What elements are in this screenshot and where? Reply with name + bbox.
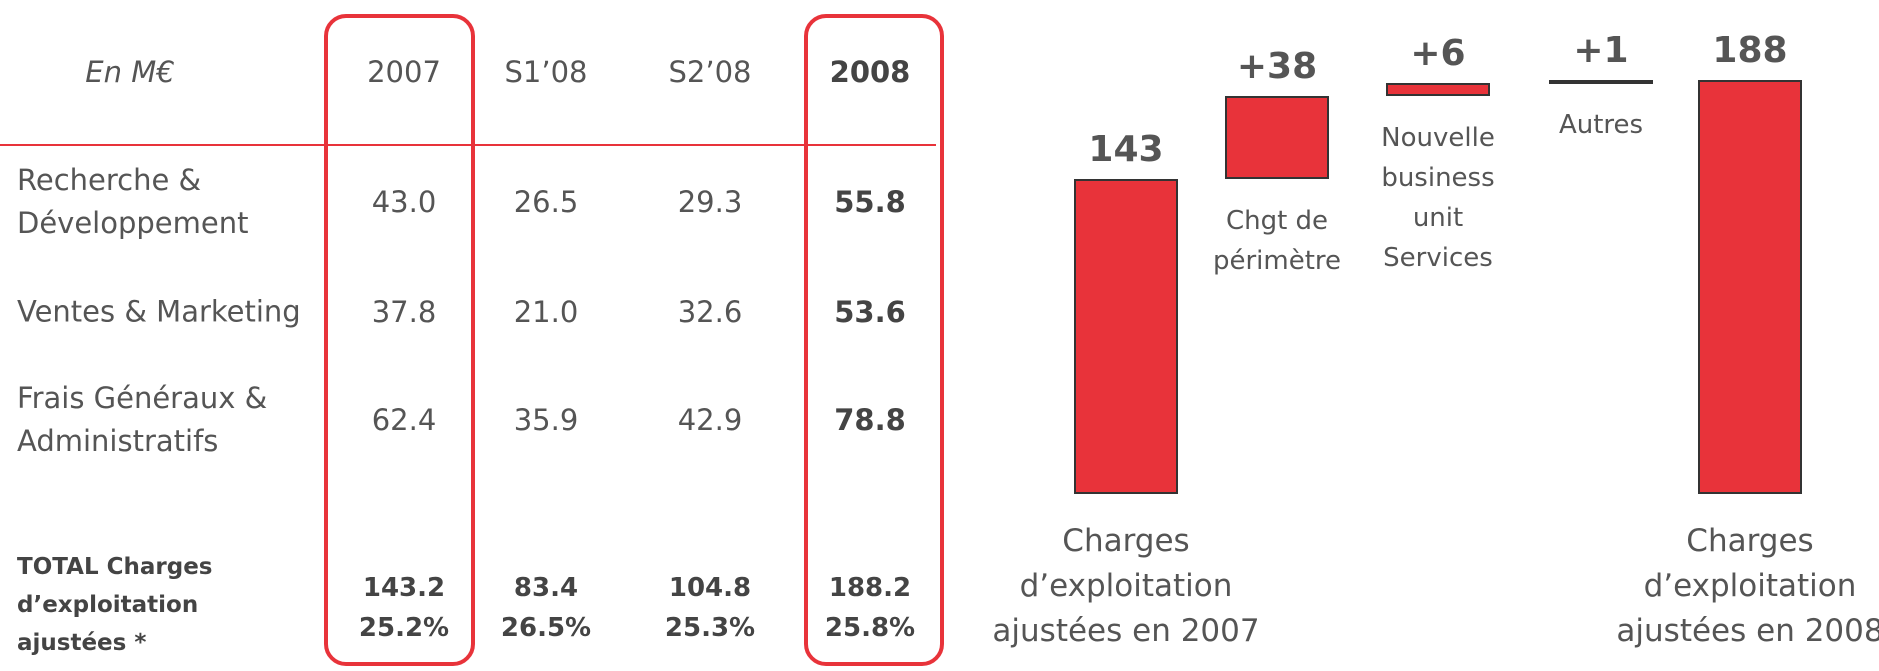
category-label: Charges d’exploitation ajustées en 2007: [992, 523, 1260, 649]
total-rate: 25.8%: [824, 613, 916, 643]
cell-value: 21.0: [513, 295, 579, 329]
total-rate: 25.3%: [664, 613, 756, 643]
cell-value: 62.4: [371, 403, 437, 437]
value-label: 188: [1712, 30, 1788, 72]
highlight-2008: [804, 14, 944, 666]
category-label: Nouvelle business unit Services: [1381, 122, 1495, 273]
cell-value: 78.8: [834, 403, 906, 437]
total-rate: 26.5%: [500, 613, 592, 643]
highlight-2007: [324, 14, 475, 666]
cell-value: 53.6: [834, 295, 906, 329]
cell-value: 37.8: [371, 295, 437, 329]
header-rule: [0, 144, 936, 146]
cell-value: 29.3: [677, 185, 743, 219]
cell-value: 55.8: [834, 185, 906, 219]
total-value: 104.8: [668, 573, 752, 603]
row-label: Frais Généraux & Administratifs: [17, 381, 268, 458]
column-header: S2’08: [668, 55, 752, 89]
bar: [1549, 80, 1653, 85]
category-label: Chgt de périmètre: [1212, 206, 1342, 277]
cell-value: 26.5: [513, 185, 579, 219]
cell-value: 43.0: [371, 185, 437, 219]
column-header: 2008: [829, 55, 911, 89]
cell-value: 42.9: [677, 403, 743, 437]
category-label: Charges d’exploitation ajustées en 2008: [1616, 523, 1879, 649]
total-value: 188.2: [828, 573, 912, 603]
total-rate: 25.2%: [358, 613, 450, 643]
cell-value: 32.6: [677, 295, 743, 329]
category-label: Autres: [1558, 109, 1644, 140]
total-value: 83.4: [513, 573, 579, 603]
bar: [1225, 95, 1329, 180]
bar: [1698, 80, 1802, 494]
header-label: En M€: [85, 55, 175, 89]
cell-value: 35.9: [513, 403, 579, 437]
value-label: +38: [1236, 45, 1318, 87]
total-label: TOTAL Charges d’exploitation ajustées *: [17, 554, 213, 656]
value-label: +1: [1573, 30, 1629, 72]
total-value: 143.2: [362, 573, 446, 603]
value-label: 143: [1088, 129, 1164, 171]
bar: [1386, 82, 1490, 96]
column-header: 2007: [367, 55, 441, 89]
column-header: S1’08: [504, 55, 588, 89]
row-label: Recherche & Développement: [17, 163, 249, 240]
row-label: Ventes & Marketing: [17, 294, 301, 329]
value-label: +6: [1410, 32, 1466, 74]
bar: [1074, 179, 1178, 494]
